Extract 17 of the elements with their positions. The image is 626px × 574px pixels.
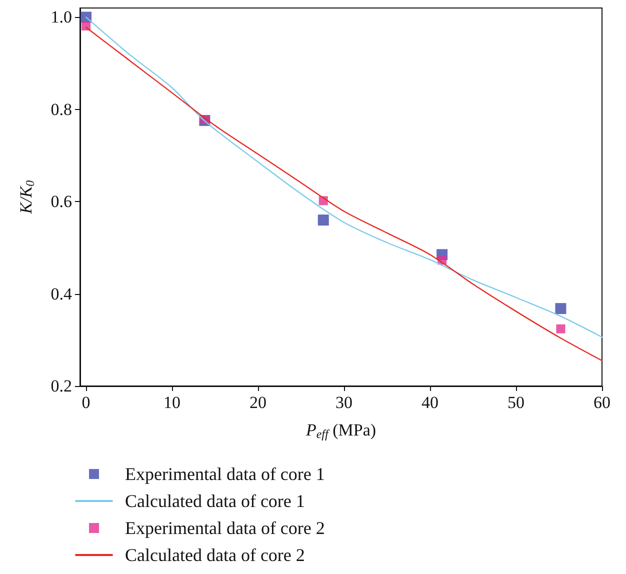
x-tick-label: 30 bbox=[336, 393, 353, 412]
legend-label: Calculated data of core 1 bbox=[125, 491, 305, 511]
x-tick-label: 10 bbox=[164, 393, 181, 412]
x-tick-label: 50 bbox=[508, 393, 525, 412]
y-tick-label: 0.8 bbox=[50, 100, 72, 119]
x-tick-label: 0 bbox=[82, 393, 90, 412]
legend-label: Experimental data of core 1 bbox=[125, 464, 325, 484]
legend-label: Experimental data of core 2 bbox=[125, 518, 325, 538]
y-tick-label: 1.0 bbox=[50, 8, 72, 27]
legend-label: Calculated data of core 2 bbox=[125, 545, 305, 565]
x-tick-label: 20 bbox=[250, 393, 267, 412]
x-tick-label: 60 bbox=[594, 393, 610, 412]
y-tick-label: 0.4 bbox=[50, 284, 72, 304]
x-tick-label: 40 bbox=[422, 393, 439, 412]
y-tick-label: 0.2 bbox=[50, 376, 72, 396]
y-tick-label: 0.6 bbox=[50, 192, 72, 212]
y-axis-title: K/K0 bbox=[16, 180, 37, 215]
